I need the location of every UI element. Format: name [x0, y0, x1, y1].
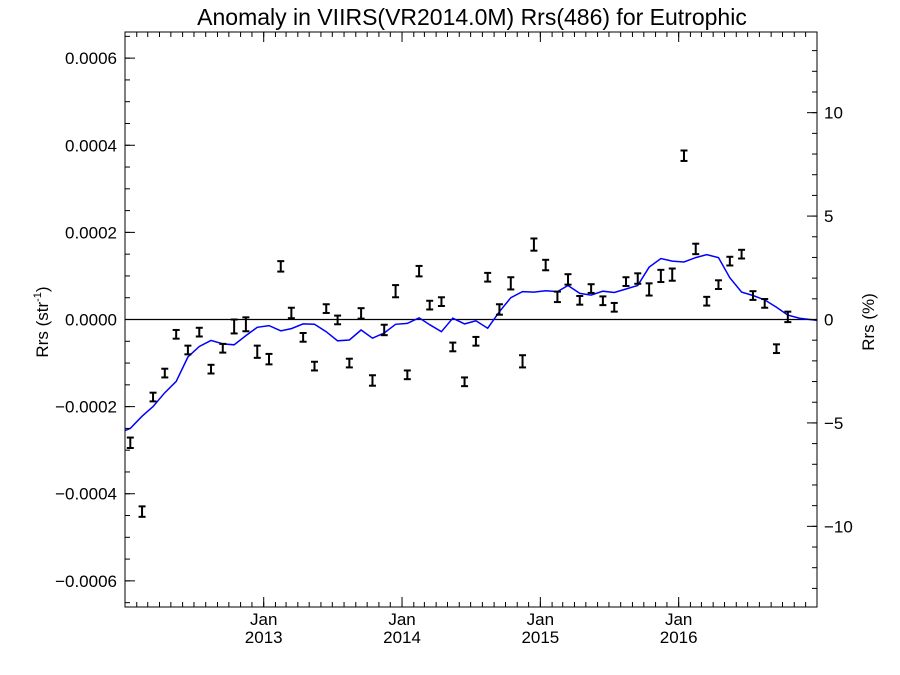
error-bar-point	[334, 314, 342, 326]
y-left-tick-label: −0.0006	[55, 572, 117, 591]
x-tick-label-year: 2013	[245, 628, 283, 647]
error-bar-point	[310, 360, 318, 372]
error-bar-point	[403, 369, 411, 381]
x-tick-label-year: 2015	[521, 628, 559, 647]
error-bar-point	[680, 149, 688, 162]
error-bar-point	[277, 260, 285, 273]
error-bar-point	[484, 271, 492, 283]
y-left-tick-label: −0.0002	[55, 398, 117, 417]
error-bar-point	[287, 306, 295, 320]
y-axis-left-title: Rrs (str-1)	[32, 286, 52, 357]
error-bar-point	[495, 303, 503, 316]
y-left-tick-label: 0.0006	[65, 49, 117, 68]
x-tick-label-month: Jan	[250, 610, 277, 629]
error-bar-point	[657, 268, 665, 284]
error-bar-point	[126, 436, 134, 450]
error-bar-point	[761, 298, 769, 309]
error-bar-point	[530, 237, 538, 252]
error-bar-point	[242, 316, 250, 333]
error-bar-point	[472, 335, 480, 347]
x-tick-label-month: Jan	[388, 610, 415, 629]
error-bar-point	[542, 258, 550, 272]
x-tick-label-month: Jan	[527, 610, 554, 629]
error-bar-point	[149, 391, 157, 403]
y-left-tick-label: −0.0004	[55, 485, 117, 504]
error-bar-point	[380, 323, 388, 337]
error-bar-point	[357, 307, 365, 320]
error-bar-point	[195, 326, 203, 338]
error-bar-point	[634, 272, 642, 285]
error-bar-point	[322, 303, 330, 314]
mean-anomaly-line	[124, 253, 818, 432]
y-axis-left-title-main: Rrs (str	[33, 302, 52, 358]
error-bar-point	[230, 318, 238, 335]
y-right-tick-label: 0	[824, 311, 833, 330]
error-bar-point	[519, 354, 527, 369]
error-bar-point	[265, 352, 273, 366]
error-bar-point	[368, 374, 376, 387]
error-bar-layer	[126, 149, 792, 518]
error-bar-point	[449, 341, 457, 353]
error-bar-point	[172, 328, 180, 340]
x-tick-label-month: Jan	[665, 610, 692, 629]
error-bar-point	[253, 344, 261, 359]
error-bar-point	[784, 310, 792, 324]
y-right-tick-label: 5	[824, 207, 833, 226]
error-bar-point	[749, 290, 757, 301]
error-bar-point	[437, 296, 445, 307]
error-bar-point	[772, 343, 780, 355]
error-bar-point	[207, 363, 215, 375]
error-bar-point	[645, 282, 653, 297]
error-bar-point	[564, 273, 572, 286]
error-bar-point	[426, 299, 434, 311]
y-right-tick-label: −10	[824, 517, 853, 536]
error-bar-point	[138, 505, 146, 518]
x-tick-label-year: 2016	[660, 628, 698, 647]
error-bar-point	[622, 276, 630, 287]
error-bar-point	[553, 290, 561, 304]
y-right-tick-label: −5	[824, 414, 843, 433]
error-bar-point	[738, 248, 746, 260]
error-bar-point	[668, 267, 676, 282]
error-bar-point	[692, 242, 700, 256]
y-left-tick-label: 0.0002	[65, 223, 117, 242]
y-axis-left-title-close: )	[33, 286, 52, 292]
error-bar-point	[184, 344, 192, 356]
error-bar-point	[587, 283, 595, 294]
error-bar-point	[219, 342, 227, 354]
error-bar-point	[415, 264, 423, 278]
error-bar-point	[299, 332, 307, 343]
chart-title: Anomaly in VIIRS(VR2014.0M) Rrs(486) for…	[197, 4, 747, 30]
error-bar-point	[392, 284, 400, 299]
y-left-tick-label: 0.0004	[65, 136, 117, 155]
error-bar-point	[610, 301, 618, 313]
error-bar-point	[599, 295, 607, 307]
y-right-tick-label: 10	[824, 104, 843, 123]
y-axis-right-title: Rrs (%)	[859, 293, 878, 351]
x-tick-label-year: 2014	[383, 628, 421, 647]
error-bar-point	[345, 357, 353, 369]
error-bar-point	[461, 376, 469, 388]
error-bar-point	[703, 295, 711, 307]
error-bar-point	[576, 294, 584, 306]
y-left-tick-label: 0.0000	[65, 311, 117, 330]
series-line-layer	[124, 253, 818, 432]
error-bar-point	[714, 279, 722, 291]
y-axis-left-title-sup: -1	[32, 292, 44, 302]
error-bar-point	[726, 255, 734, 267]
error-bar-point	[161, 367, 169, 379]
error-bar-point	[507, 276, 515, 291]
axes-layer: 0.0006 0.0004 0.0002 0.0000 −0.0002 −0.0004 −0…	[55, 31, 853, 647]
